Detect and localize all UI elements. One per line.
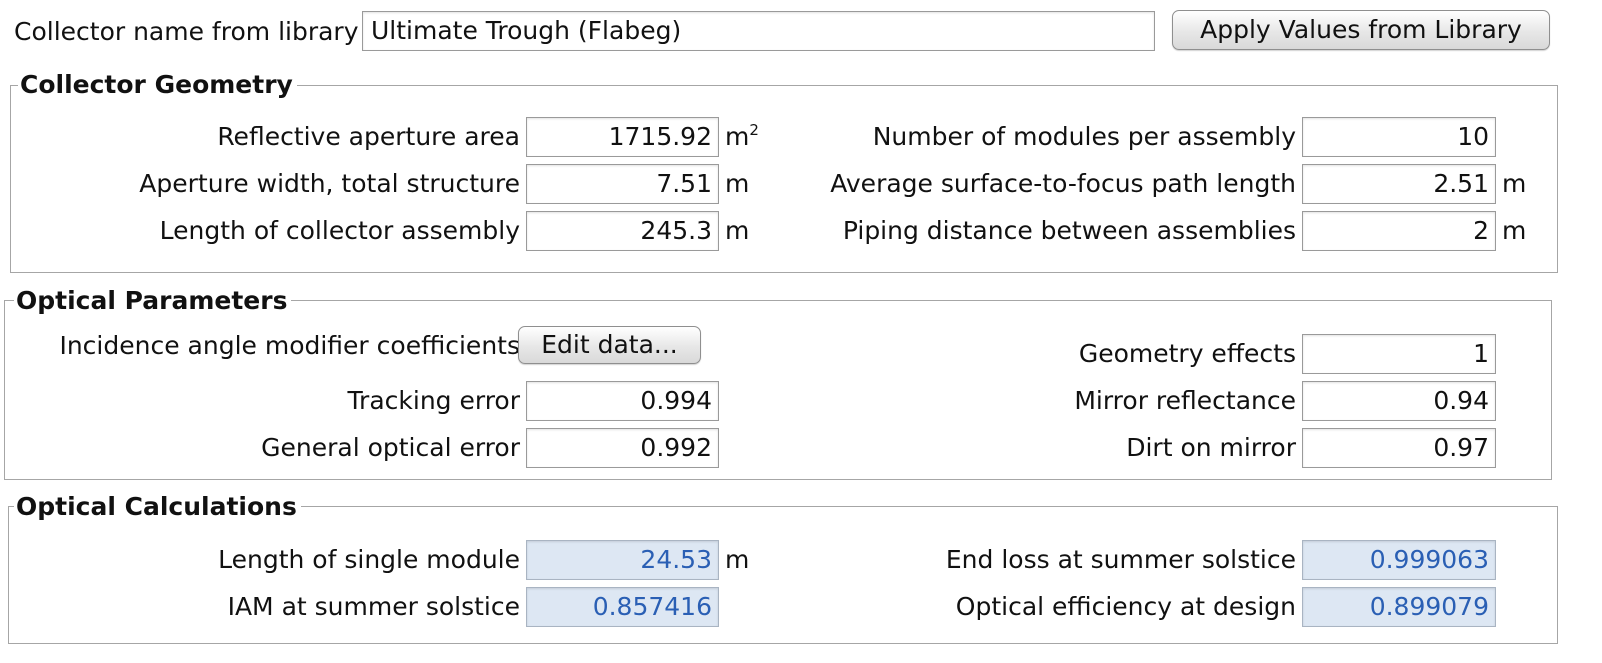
collector-geometry-title: Collector Geometry xyxy=(18,70,297,100)
dirt-on-mirror-label: Dirt on mirror xyxy=(1126,433,1296,462)
end-loss-label: End loss at summer solstice xyxy=(945,545,1296,574)
edit-data-button[interactable]: Edit data... xyxy=(518,326,701,364)
apply-values-button[interactable]: Apply Values from Library xyxy=(1172,10,1550,50)
general-optical-error-field[interactable]: 0.992 xyxy=(526,428,719,468)
optical-efficiency-label: Optical efficiency at design xyxy=(955,592,1296,621)
focus-path-label: Average surface-to-focus path length xyxy=(830,169,1296,198)
focus-path-unit: m xyxy=(1502,169,1527,198)
aperture-area-label: Reflective aperture area xyxy=(217,122,520,151)
optical-calculations-title: Optical Calculations xyxy=(14,492,301,522)
aperture-area-unit: m2 xyxy=(725,121,759,151)
optical-efficiency-field: 0.899079 xyxy=(1302,587,1496,627)
iam-solstice-label: IAM at summer solstice xyxy=(227,592,520,621)
assembly-length-unit: m xyxy=(725,216,750,245)
geometry-effects-field[interactable]: 1 xyxy=(1302,334,1496,374)
iam-solstice-field: 0.857416 xyxy=(526,587,719,627)
piping-distance-label: Piping distance between assemblies xyxy=(842,216,1296,245)
assembly-length-field[interactable]: 245.3 xyxy=(526,211,719,251)
aperture-width-field[interactable]: 7.51 xyxy=(526,164,719,204)
collector-geometry-group xyxy=(10,85,1558,273)
collector-name-label: Collector name from library xyxy=(14,17,359,46)
piping-distance-field[interactable]: 2 xyxy=(1302,211,1496,251)
modules-per-assembly-label: Number of modules per assembly xyxy=(872,122,1296,151)
module-length-field: 24.53 xyxy=(526,540,719,580)
geometry-effects-label: Geometry effects xyxy=(1078,339,1296,368)
collector-name-field[interactable]: Ultimate Trough (Flabeg) xyxy=(362,11,1155,51)
modules-per-assembly-field[interactable]: 10 xyxy=(1302,117,1496,157)
optical-parameters-group xyxy=(4,300,1552,480)
dirt-on-mirror-field[interactable]: 0.97 xyxy=(1302,428,1496,468)
module-length-label: Length of single module xyxy=(218,545,520,574)
end-loss-field: 0.999063 xyxy=(1302,540,1496,580)
aperture-width-unit: m xyxy=(725,169,750,198)
tracking-error-label: Tracking error xyxy=(347,386,520,415)
general-optical-error-label: General optical error xyxy=(261,433,520,462)
tracking-error-field[interactable]: 0.994 xyxy=(526,381,719,421)
focus-path-field[interactable]: 2.51 xyxy=(1302,164,1496,204)
mirror-reflectance-field[interactable]: 0.94 xyxy=(1302,381,1496,421)
assembly-length-label: Length of collector assembly xyxy=(159,216,520,245)
optical-parameters-title: Optical Parameters xyxy=(14,286,292,316)
optical-calculations-group xyxy=(8,506,1558,644)
piping-distance-unit: m xyxy=(1502,216,1527,245)
mirror-reflectance-label: Mirror reflectance xyxy=(1074,386,1296,415)
iam-coefficients-label: Incidence angle modifier coefficients xyxy=(59,331,520,360)
aperture-area-field[interactable]: 1715.92 xyxy=(526,117,719,157)
module-length-unit: m xyxy=(725,545,750,574)
aperture-width-label: Aperture width, total structure xyxy=(139,169,520,198)
